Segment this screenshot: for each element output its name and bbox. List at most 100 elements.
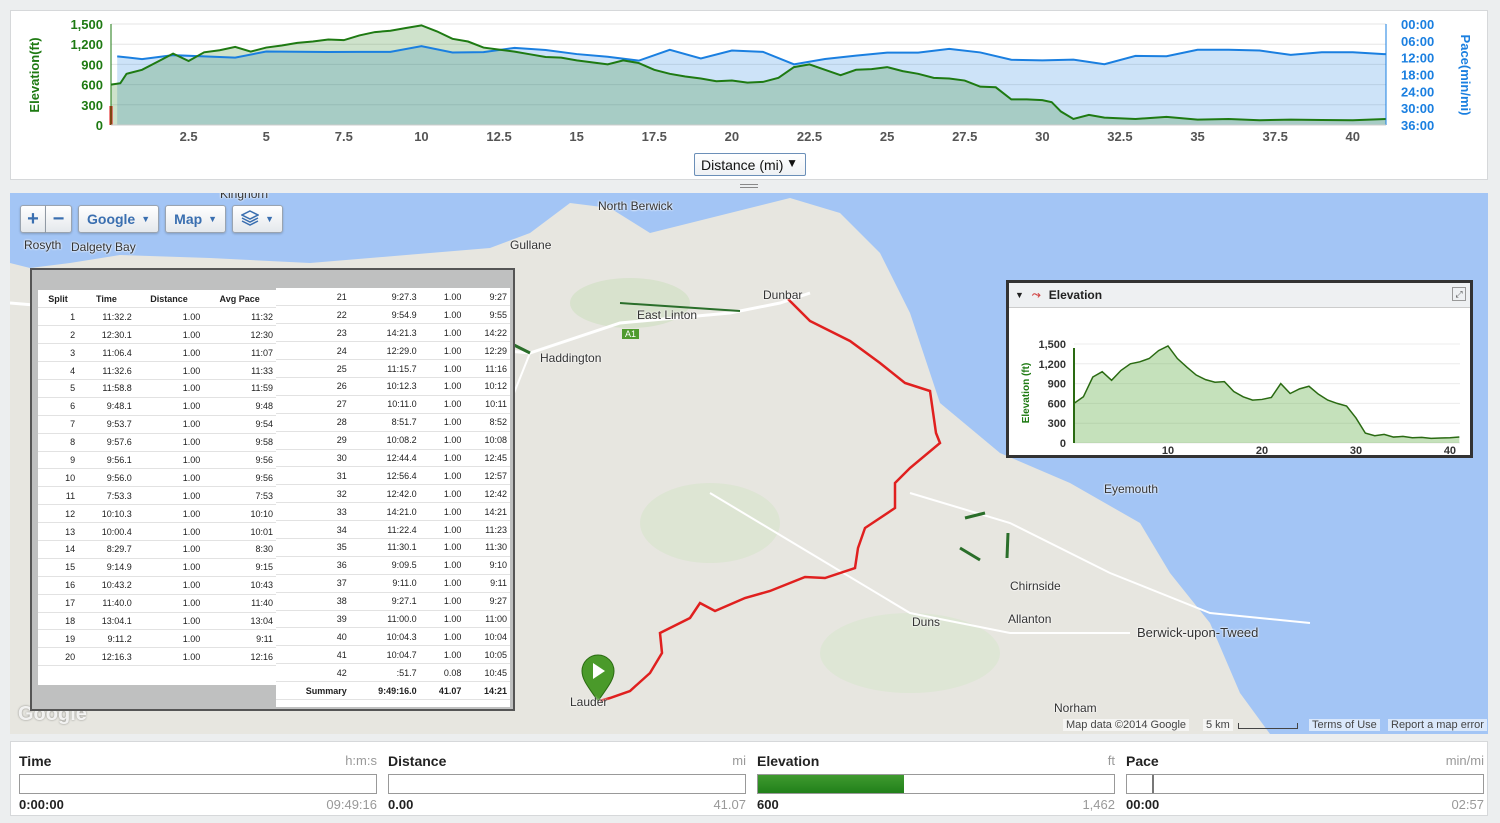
table-row[interactable]: 27 10:11.0 1.00 10:11 bbox=[276, 395, 510, 414]
elevation-series-line bbox=[110, 24, 1387, 122]
table-row[interactable]: 30 12:44.4 1.00 12:45 bbox=[276, 449, 510, 468]
place-label: East Linton bbox=[637, 308, 698, 322]
table-cell: 11 bbox=[38, 486, 79, 506]
gauge-bar[interactable] bbox=[19, 774, 377, 794]
table-row[interactable]: 40 10:04.3 1.00 10:04 bbox=[276, 627, 510, 647]
table-row[interactable]: 11 7:53.3 1.00 7:53 bbox=[38, 486, 276, 506]
table-row[interactable]: 5 11:58.8 1.00 11:59 bbox=[38, 379, 276, 398]
table-cell: 11:40 bbox=[203, 594, 276, 613]
table-row[interactable]: 13 10:00.4 1.00 10:01 bbox=[38, 522, 276, 541]
x-tick-label: 25 bbox=[880, 129, 894, 144]
table-cell: 1.00 bbox=[134, 576, 204, 595]
table-row[interactable]: 36 9:09.5 1.00 9:10 bbox=[276, 556, 510, 575]
collapse-icon[interactable]: ▼ bbox=[1015, 290, 1024, 300]
table-cell: 10:08 bbox=[464, 431, 510, 450]
table-cell: 1.00 bbox=[419, 288, 465, 307]
table-row[interactable]: 26 10:12.3 1.00 10:12 bbox=[276, 377, 510, 396]
table-row[interactable]: 35 11:30.1 1.00 11:30 bbox=[276, 538, 510, 557]
table-cell: 29 bbox=[276, 431, 350, 450]
x-tick-label: 22.5 bbox=[797, 129, 822, 144]
gauge-current: 00:00 bbox=[1126, 797, 1160, 812]
table-cell: 9:54.9 bbox=[349, 305, 420, 325]
panel-resize-handle[interactable] bbox=[740, 184, 758, 190]
table-cell: 9:11 bbox=[464, 574, 510, 593]
table-row[interactable]: 24 12:29.0 1.00 12:29 bbox=[276, 341, 510, 361]
column-header[interactable]: Time bbox=[78, 290, 135, 309]
table-cell: 1.00 bbox=[134, 325, 204, 345]
elevation-pace-chart[interactable]: 1,500 1,200 900 600 300 0 00:00 06:00 12:00 18:00… bbox=[11, 11, 1489, 181]
table-row[interactable]: 33 14:21.0 1.00 14:21 bbox=[276, 502, 510, 522]
y-right-tick-label: 24:00 bbox=[1401, 84, 1434, 99]
gauge-bar[interactable] bbox=[388, 774, 746, 794]
table-cell: 1.00 bbox=[419, 359, 465, 378]
table-row[interactable]: 18 13:04.1 1.00 13:04 bbox=[38, 612, 276, 631]
report-error-link[interactable]: Report a map error bbox=[1388, 719, 1487, 731]
terms-link[interactable]: Terms of Use bbox=[1309, 719, 1380, 731]
table-cell: 9:09.5 bbox=[349, 556, 420, 575]
table-row[interactable]: 21 9:27.3 1.00 9:27 bbox=[276, 288, 510, 307]
map-type-dropdown[interactable]: Map ▼ bbox=[165, 205, 227, 233]
table-row[interactable]: 15 9:14.9 1.00 9:15 bbox=[38, 558, 276, 577]
table-row[interactable]: 20 12:16.3 1.00 12:16 bbox=[38, 647, 276, 667]
table-cell: 21 bbox=[276, 288, 350, 307]
table-cell: 30 bbox=[276, 449, 350, 468]
table-row[interactable]: 19 9:11.2 1.00 9:11 bbox=[38, 629, 276, 649]
table-row[interactable]: 25 11:15.7 1.00 11:16 bbox=[276, 359, 510, 378]
zoom-out-button[interactable]: − bbox=[46, 205, 72, 233]
column-header[interactable]: Avg Pace bbox=[203, 290, 276, 309]
table-row[interactable]: 8 9:57.6 1.00 9:58 bbox=[38, 433, 276, 452]
table-row[interactable]: 23 14:21.3 1.00 14:22 bbox=[276, 323, 510, 343]
table-row[interactable]: 29 10:08.2 1.00 10:08 bbox=[276, 431, 510, 450]
map-view[interactable]: + − Google ▼ Map ▼ ▼ North Berwick Gullane… bbox=[10, 193, 1488, 734]
table-row[interactable]: 37 9:11.0 1.00 9:11 bbox=[276, 574, 510, 593]
table-row[interactable]: 28 8:51.7 1.00 8:52 bbox=[276, 413, 510, 432]
table-row[interactable]: 39 11:00.0 1.00 11:00 bbox=[276, 610, 510, 629]
table-cell: 1.00 bbox=[134, 504, 204, 524]
table-row[interactable]: 1 11:32.2 1.00 11:32 bbox=[38, 307, 276, 327]
zoom-in-button[interactable]: + bbox=[20, 205, 46, 233]
table-cell: 1.00 bbox=[134, 522, 204, 541]
x-tick-label: 40 bbox=[1444, 445, 1456, 455]
table-row[interactable]: 14 8:29.7 1.00 8:30 bbox=[38, 540, 276, 559]
table-row[interactable]: 10 9:56.0 1.00 9:56 bbox=[38, 468, 276, 488]
table-cell: 8:51.7 bbox=[349, 413, 420, 432]
table-row[interactable]: 6 9:48.1 1.00 9:48 bbox=[38, 397, 276, 416]
table-row[interactable]: 42:51.7 0.08 10:45 bbox=[276, 663, 510, 683]
table-row[interactable]: 16 10:43.2 1.00 10:43 bbox=[38, 576, 276, 595]
table-row[interactable]: 3 11:06.4 1.00 11:07 bbox=[38, 343, 276, 363]
table-row[interactable]: 12 10:10.3 1.00 10:10 bbox=[38, 504, 276, 524]
table-row[interactable]: 34 11:22.4 1.00 11:23 bbox=[276, 520, 510, 539]
layers-dropdown[interactable]: ▼ bbox=[232, 205, 283, 233]
table-cell: 1.00 bbox=[419, 305, 465, 325]
table-row[interactable]: 38 9:27.1 1.00 9:27 bbox=[276, 592, 510, 611]
x-axis-select[interactable]: Distance (mi) ▼ bbox=[694, 153, 806, 176]
table-row[interactable]: 22 9:54.9 1.00 9:55 bbox=[276, 305, 510, 325]
gauge-bar[interactable] bbox=[757, 774, 1115, 794]
table-cell: 9:14.9 bbox=[78, 558, 135, 577]
table-cell: 14 bbox=[38, 540, 79, 559]
table-row[interactable]: 41 10:04.7 1.00 10:05 bbox=[276, 645, 510, 665]
table-cell: 11:32.2 bbox=[78, 307, 135, 327]
layers-icon bbox=[240, 209, 260, 229]
start-marker-icon[interactable] bbox=[581, 654, 615, 702]
table-row[interactable]: 7 9:53.7 1.00 9:54 bbox=[38, 415, 276, 434]
table-cell: 9:27.3 bbox=[349, 288, 420, 307]
table-row[interactable]: 4 11:32.6 1.00 11:33 bbox=[38, 361, 276, 380]
table-cell: 10:01 bbox=[203, 522, 276, 541]
table-row[interactable]: 31 12:56.4 1.00 12:57 bbox=[276, 466, 510, 486]
map-provider-dropdown[interactable]: Google ▼ bbox=[78, 205, 160, 233]
map-controls: + − Google ▼ Map ▼ ▼ bbox=[20, 205, 283, 233]
column-header[interactable]: Split bbox=[38, 290, 79, 309]
expand-icon[interactable]: ⤢ bbox=[1452, 287, 1466, 301]
gauge-bar[interactable] bbox=[1126, 774, 1484, 794]
x-tick-label: 32.5 bbox=[1107, 129, 1132, 144]
table-cell: 13:04.1 bbox=[78, 612, 135, 631]
elevation-popup-header[interactable]: ▼ ⤳ Elevation bbox=[1009, 283, 1470, 308]
map-type-label: Map bbox=[174, 211, 203, 227]
pace-gauge: Pace min/mi 00:00 02:57 bbox=[1126, 750, 1484, 814]
table-row[interactable]: 17 11:40.0 1.00 11:40 bbox=[38, 594, 276, 613]
table-row[interactable]: 9 9:56.1 1.00 9:56 bbox=[38, 451, 276, 470]
column-header[interactable]: Distance bbox=[134, 290, 204, 309]
table-row[interactable]: 32 12:42.0 1.00 12:42 bbox=[276, 484, 510, 504]
table-row[interactable]: 2 12:30.1 1.00 12:30 bbox=[38, 325, 276, 345]
